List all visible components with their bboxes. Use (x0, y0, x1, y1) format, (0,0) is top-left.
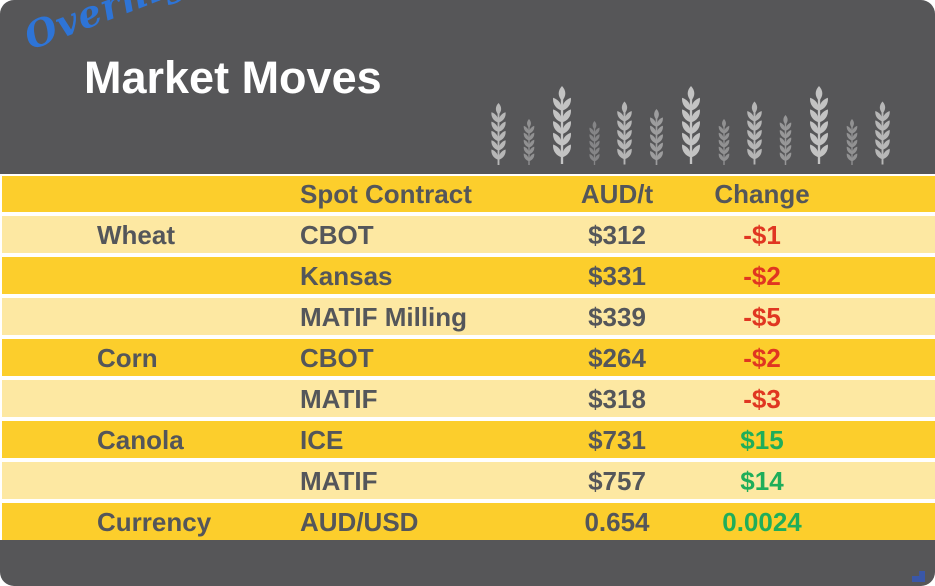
change-cell: $14 (740, 465, 784, 496)
spot-contract-header: Spot Contract (300, 179, 472, 209)
wheat-icon (647, 109, 666, 165)
wheat-icon (844, 119, 860, 165)
price-cell: $757 (588, 465, 646, 496)
aud-t-header: AUD/t (580, 179, 654, 209)
wheat-icon (777, 115, 794, 165)
wheat-icon (678, 85, 704, 165)
commodity-cell: Canola (97, 424, 184, 455)
change-header: Change (714, 179, 810, 209)
banner-script-word: Overnight (18, 0, 236, 59)
market-table: Spot Contract AUD/t Change Wheat CBOT $3… (0, 174, 935, 540)
change-cell: -$2 (743, 260, 781, 291)
price-cell: $731 (588, 424, 646, 455)
stair-logo-mark (912, 571, 925, 582)
change-cell: $15 (740, 424, 784, 455)
commodity-cell: Wheat (97, 219, 175, 250)
wheat-icon (587, 121, 602, 165)
commodity-cell: Currency (97, 506, 212, 537)
table-row-wheat-matif: MATIF Milling $339 -$5 (2, 298, 935, 335)
price-cell: $331 (588, 260, 646, 291)
change-cell: -$5 (743, 301, 781, 332)
change-cell: -$2 (743, 342, 781, 373)
table-row-wheat-cbot: Wheat CBOT $312 -$1 (2, 216, 935, 253)
table-row-corn-matif: MATIF $318 -$3 (2, 380, 935, 417)
wheat-icon (521, 119, 537, 165)
table-row-corn-cbot: Corn CBOT $264 -$2 (2, 339, 935, 376)
contract-cell: MATIF Milling (300, 301, 468, 332)
wheat-icon (872, 101, 893, 165)
table-row-wheat-kansas: Kansas $331 -$2 (2, 257, 935, 294)
table-row-canola-ice: Canola ICE $731 $15 (2, 421, 935, 458)
footer-band (0, 540, 935, 586)
table-row-canola-matif: MATIF $757 $14 (2, 462, 935, 499)
page-title: Market Moves (84, 52, 382, 103)
price-cell: $339 (588, 301, 646, 332)
table-row-currency: Currency AUD/USD 0.654 0.0024 (2, 503, 935, 540)
contract-cell: MATIF (300, 465, 378, 496)
wheat-icon (744, 101, 765, 165)
contract-cell: CBOT (300, 219, 374, 250)
wheat-icon (716, 119, 732, 165)
wheat-icon (614, 101, 635, 165)
wheat-icon (549, 85, 575, 165)
banner: Overnight Market Moves (0, 0, 935, 174)
wheat-icon (806, 85, 832, 165)
price-cell: $312 (588, 219, 646, 250)
contract-cell: ICE (300, 424, 344, 455)
wheat-icon (488, 103, 509, 165)
contract-cell: AUD/USD (300, 506, 419, 537)
wheat-icons-row (488, 85, 893, 165)
table-header-row: Spot Contract AUD/t Change (2, 176, 935, 212)
change-cell: -$1 (743, 219, 781, 250)
commodity-cell: Corn (97, 342, 158, 373)
change-cell: 0.0024 (722, 506, 802, 537)
contract-cell: MATIF (300, 383, 378, 414)
price-cell: 0.654 (584, 506, 650, 537)
price-cell: $318 (588, 383, 646, 414)
price-cell: $264 (588, 342, 646, 373)
contract-cell: CBOT (300, 342, 374, 373)
contract-cell: Kansas (300, 260, 393, 291)
change-cell: -$3 (743, 383, 781, 414)
